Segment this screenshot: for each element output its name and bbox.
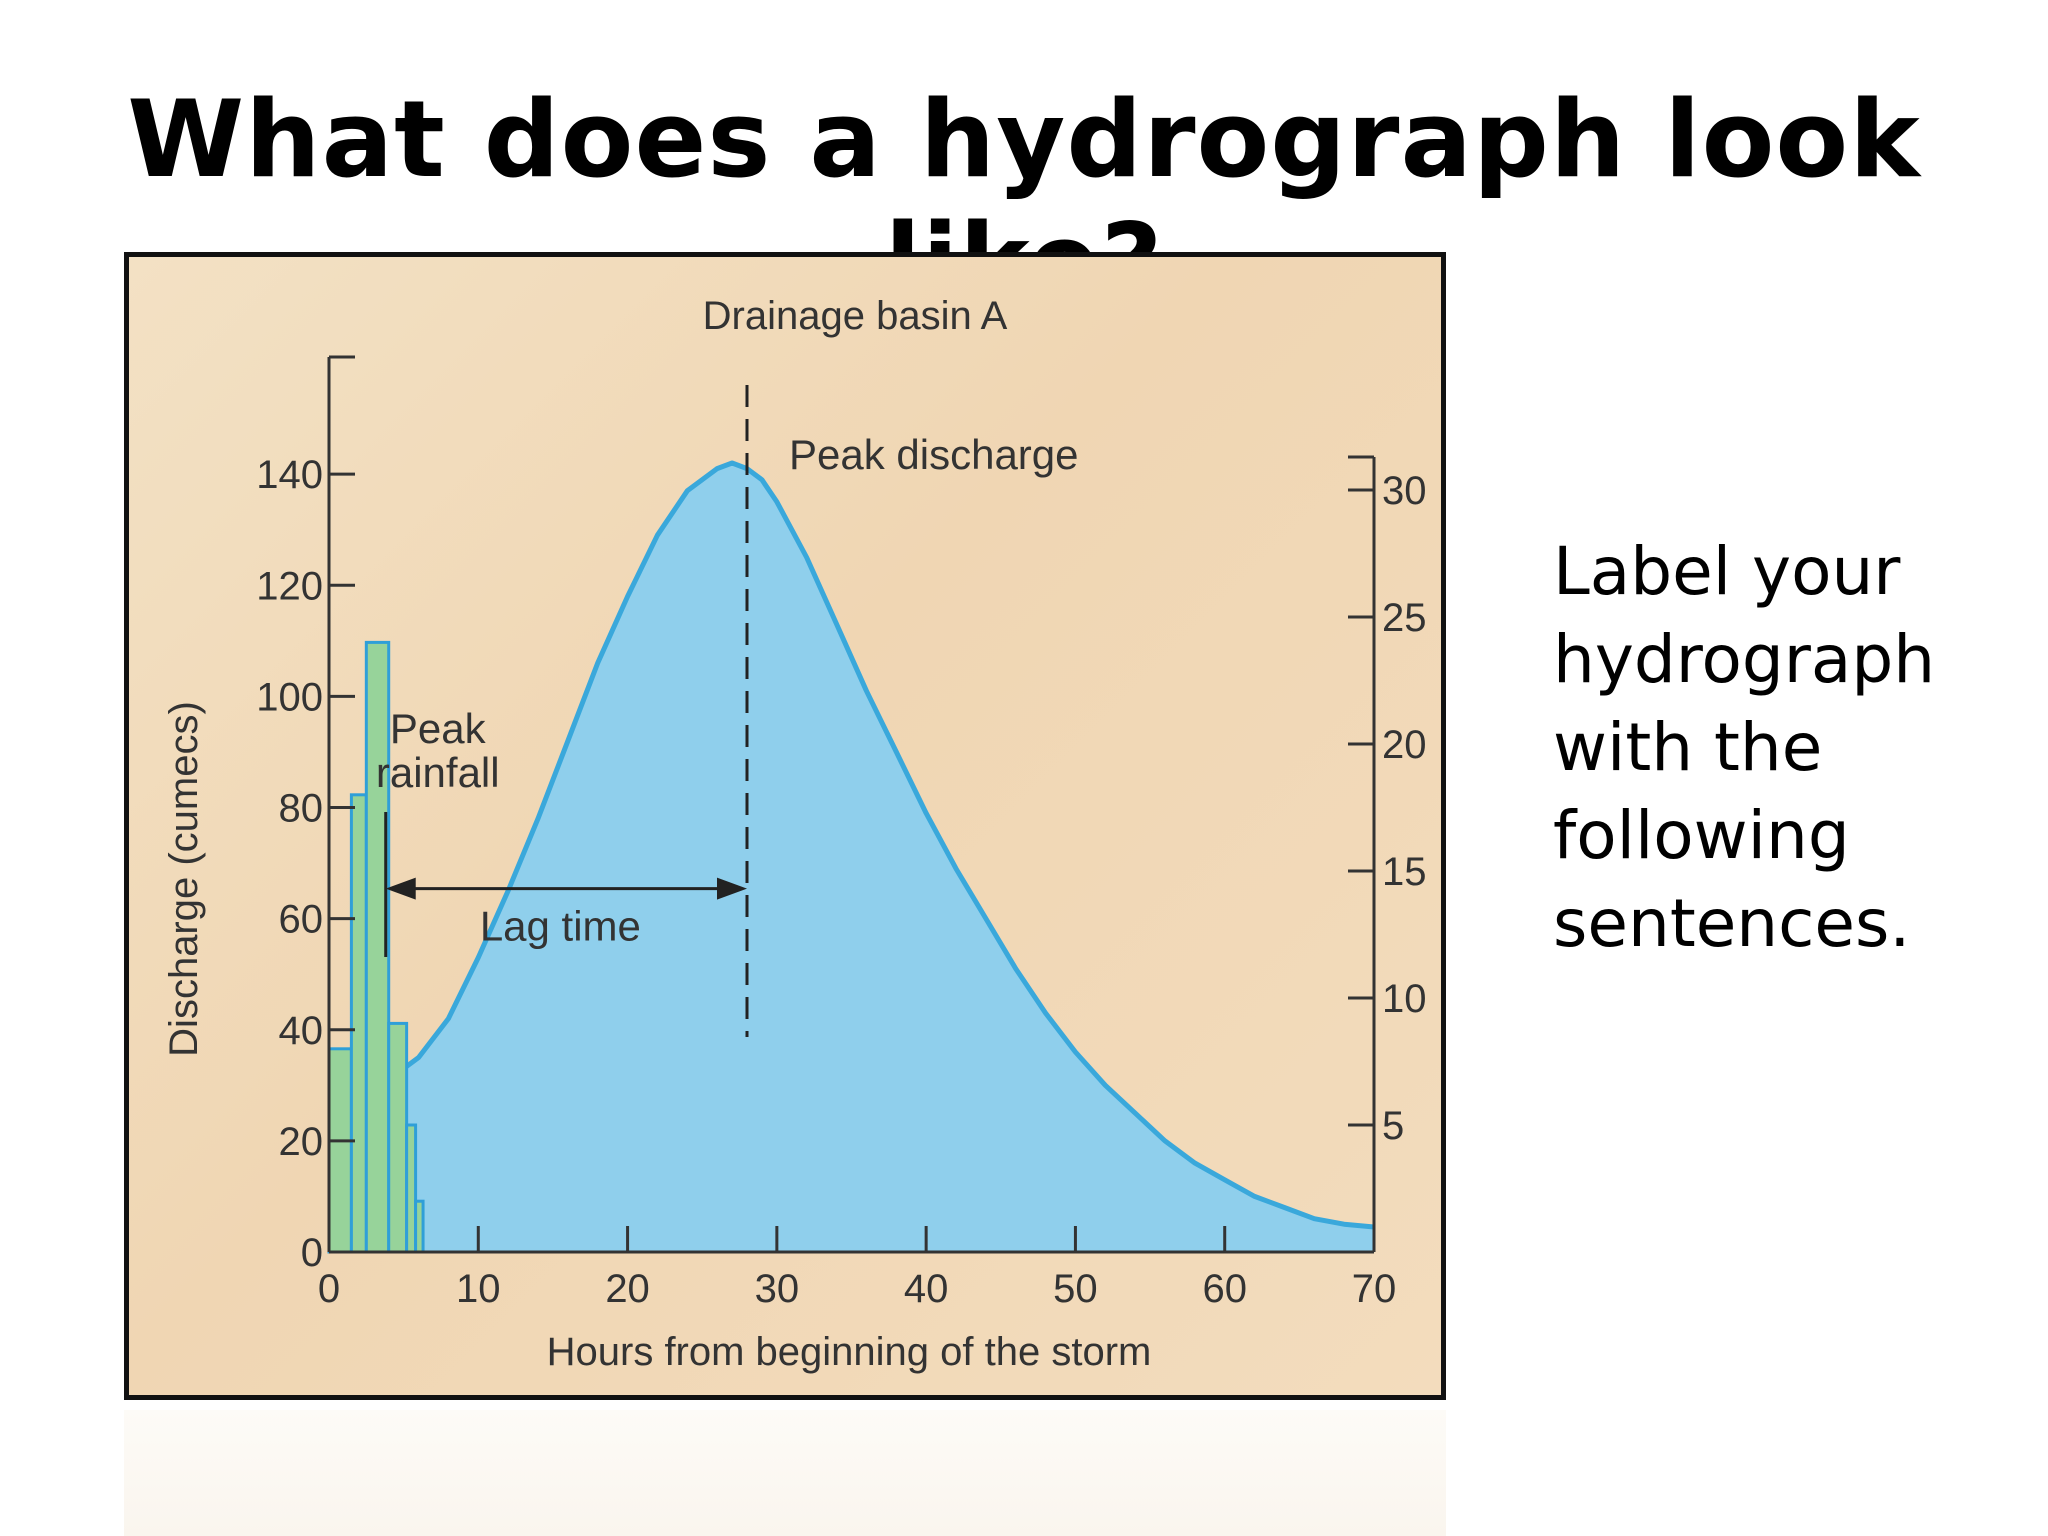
hydrograph-chart: Drainage basin A Hours from beginning of…: [124, 252, 1446, 1400]
x-tick-label: 0: [318, 1267, 340, 1311]
peak-discharge-label: Peak discharge: [789, 431, 1079, 478]
discharge-line: [328, 460, 1375, 1230]
right-y-tick-label: 20: [1382, 723, 1427, 767]
x-tick-label: 30: [755, 1267, 800, 1311]
x-tick-label: 50: [1053, 1267, 1098, 1311]
left-y-tick-label: 0: [301, 1231, 323, 1275]
x-axis-label: Hours from beginning of the storm: [547, 1330, 1152, 1374]
lag-time-label: Lag time: [480, 903, 641, 950]
left-y-tick-label: 40: [279, 1009, 324, 1053]
right-y-tick-label: 5: [1382, 1104, 1404, 1148]
ticks-group: 0 10 20 30 40 50 60 70 0 20 40 60 80 100 120 140 5 10 15 20…: [256, 453, 1426, 1311]
chart-title: Drainage basin A: [703, 294, 1008, 338]
right-y-tick-label: 30: [1382, 469, 1427, 513]
right-y-tick-label: 15: [1382, 850, 1427, 894]
instruction-text: Label your hydrograph with the following…: [1553, 533, 1936, 962]
y-axis-label: Discharge (cumecs): [162, 701, 206, 1057]
left-y-tick-label: 100: [256, 675, 323, 719]
x-tick-label: 60: [1202, 1267, 1247, 1311]
axes-group: [327, 355, 1376, 1254]
rainfall-bar: [327, 1047, 353, 1254]
discharge-area: [329, 463, 1374, 1252]
left-y-tick-label: 140: [256, 453, 323, 497]
x-tick-label: 40: [904, 1267, 949, 1311]
hydrograph-svg: Drainage basin A Hours from beginning of…: [162, 294, 1427, 1374]
left-y-tick-label: 120: [256, 564, 323, 608]
peak-rainfall-label-line1: Peak: [390, 705, 487, 752]
x-tick-label: 10: [456, 1267, 501, 1311]
background-strip: [124, 1410, 1446, 1536]
rainfall-bar: [349, 793, 368, 1254]
series-group: [327, 460, 1375, 1254]
left-y-tick-label: 20: [279, 1120, 324, 1164]
rainfall-bar: [387, 1021, 409, 1254]
rainfall-bar: [414, 1199, 425, 1254]
left-y-tick-label: 60: [279, 898, 324, 942]
x-tick-label: 20: [605, 1267, 650, 1311]
peak-rainfall-label-line2: rainfall: [376, 749, 500, 796]
right-y-tick-label: 25: [1382, 596, 1427, 640]
lag-time-arrowhead-right: [717, 877, 747, 900]
right-y-tick-label: 10: [1382, 977, 1427, 1021]
left-y-tick-label: 80: [279, 787, 324, 831]
lag-time-arrowhead-left: [385, 877, 416, 900]
x-tick-label: 70: [1352, 1267, 1397, 1311]
